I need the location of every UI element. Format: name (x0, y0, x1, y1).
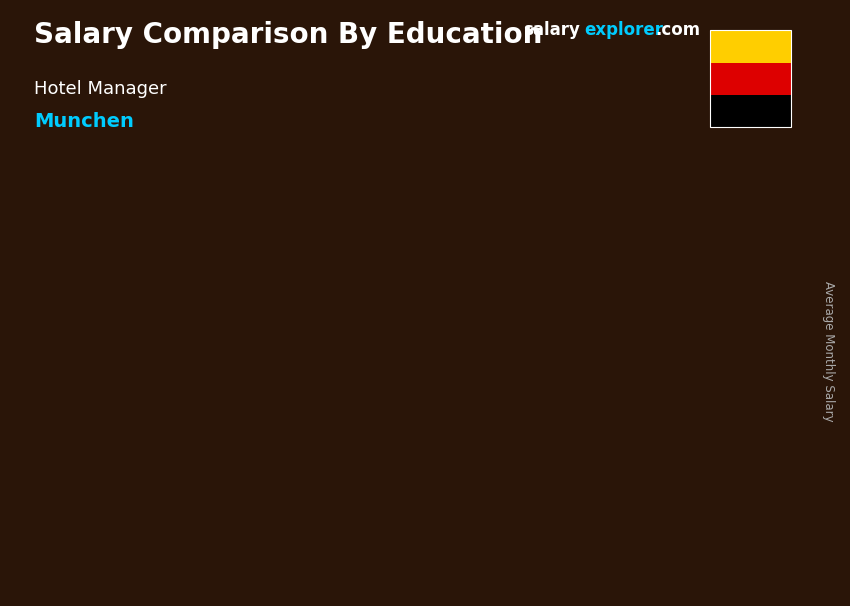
Polygon shape (118, 402, 180, 527)
Polygon shape (180, 402, 192, 527)
Polygon shape (608, 248, 670, 527)
Text: salary: salary (523, 21, 580, 39)
Text: 5,250 EUR: 5,250 EUR (272, 359, 360, 375)
Text: Munchen: Munchen (34, 112, 133, 131)
Text: 4,470 EUR: 4,470 EUR (109, 381, 196, 396)
Text: Hotel Manager: Hotel Manager (34, 80, 167, 98)
Text: 7,620 EUR: 7,620 EUR (435, 293, 524, 308)
Polygon shape (445, 314, 507, 527)
Polygon shape (343, 381, 355, 527)
Text: +31%: +31% (524, 188, 591, 208)
Text: Salary Comparison By Education: Salary Comparison By Education (34, 21, 542, 49)
Polygon shape (281, 381, 343, 527)
Text: explorer: explorer (584, 21, 663, 39)
Text: +45%: +45% (360, 254, 428, 274)
Polygon shape (507, 314, 518, 527)
Text: 9,980 EUR: 9,980 EUR (598, 227, 686, 242)
Text: .com: .com (655, 21, 700, 39)
Polygon shape (670, 248, 682, 527)
Text: +18%: +18% (197, 320, 264, 340)
Text: Average Monthly Salary: Average Monthly Salary (822, 281, 836, 422)
